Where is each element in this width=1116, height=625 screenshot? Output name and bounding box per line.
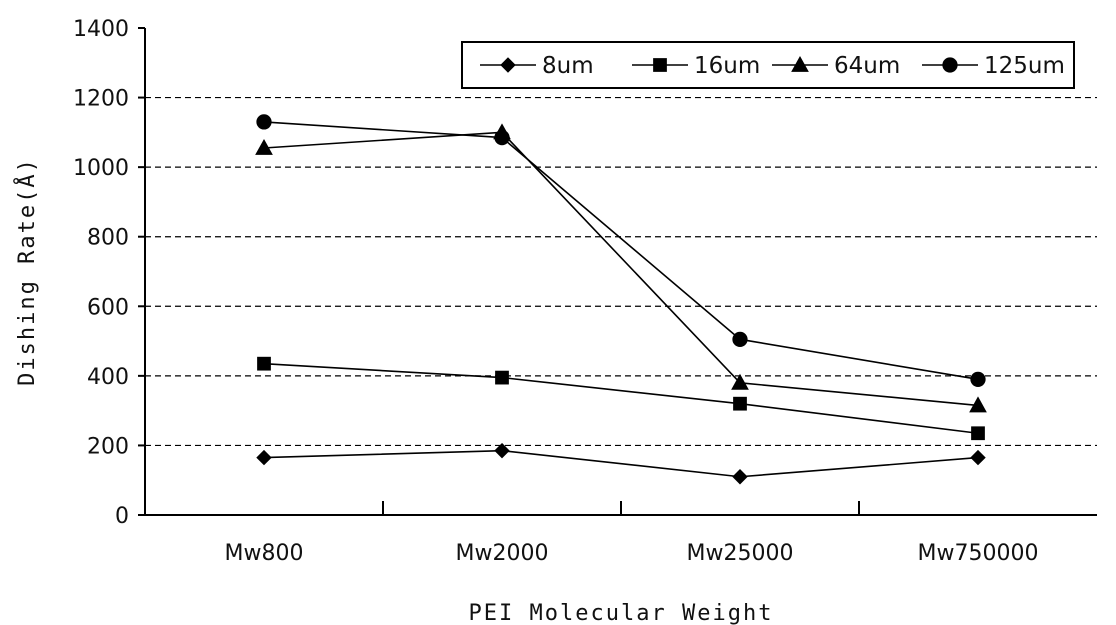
series-line bbox=[264, 132, 978, 405]
x-tick-labels: Mw800 Mw2000 Mw25000 Mw750000 bbox=[225, 541, 1039, 566]
legend-marker bbox=[943, 58, 957, 72]
series-16um bbox=[258, 357, 985, 439]
y-axis-title: Dishing Rate(Å) bbox=[13, 157, 40, 386]
y-tick-label: 400 bbox=[87, 365, 129, 390]
y-tick-label: 0 bbox=[115, 504, 129, 529]
legend-label: 16um bbox=[694, 53, 760, 79]
data-point bbox=[734, 397, 747, 410]
x-tick-label: Mw800 bbox=[225, 541, 304, 566]
legend-label: 64um bbox=[834, 53, 900, 79]
series-125um bbox=[257, 115, 985, 387]
data-point bbox=[258, 357, 271, 370]
data-point bbox=[733, 470, 747, 484]
legend-label: 8um bbox=[542, 53, 594, 79]
series-line bbox=[264, 451, 978, 477]
grid-lines bbox=[145, 98, 1097, 446]
series-line bbox=[264, 364, 978, 434]
legend-label: 125um bbox=[984, 53, 1065, 79]
legend-marker bbox=[654, 59, 667, 72]
axes bbox=[138, 28, 1097, 515]
data-point bbox=[971, 451, 985, 465]
series-line bbox=[264, 122, 978, 379]
data-point bbox=[972, 427, 985, 440]
y-tick-label: 600 bbox=[87, 295, 129, 320]
x-axis-title: PEI Molecular Weight bbox=[469, 601, 774, 625]
data-point bbox=[495, 130, 509, 144]
x-tick-label: Mw25000 bbox=[687, 541, 794, 566]
y-tick-label: 1000 bbox=[73, 156, 129, 181]
data-point bbox=[257, 451, 271, 465]
x-tick-label: Mw750000 bbox=[918, 541, 1039, 566]
data-point bbox=[257, 115, 271, 129]
y-tick-labels: 0 200 400 600 800 1000 1200 1400 bbox=[73, 17, 129, 529]
y-tick-label: 1400 bbox=[73, 17, 129, 42]
legend: 8um 16um 64um 125um bbox=[462, 42, 1074, 88]
series-group bbox=[256, 115, 986, 484]
series-8um bbox=[257, 444, 985, 484]
y-tick-label: 200 bbox=[87, 434, 129, 459]
data-point bbox=[971, 372, 985, 386]
y-tick-label: 1200 bbox=[73, 87, 129, 112]
y-tick-label: 800 bbox=[87, 226, 129, 251]
data-point bbox=[733, 332, 747, 346]
x-tick-label: Mw2000 bbox=[456, 541, 549, 566]
data-point bbox=[496, 371, 509, 384]
